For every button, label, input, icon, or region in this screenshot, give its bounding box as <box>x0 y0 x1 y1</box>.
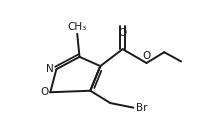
Text: CH₃: CH₃ <box>68 22 87 32</box>
Text: O: O <box>118 28 127 38</box>
Text: N: N <box>46 64 54 74</box>
Text: O: O <box>142 52 151 61</box>
Text: Br: Br <box>136 103 147 113</box>
Text: O: O <box>40 87 49 97</box>
